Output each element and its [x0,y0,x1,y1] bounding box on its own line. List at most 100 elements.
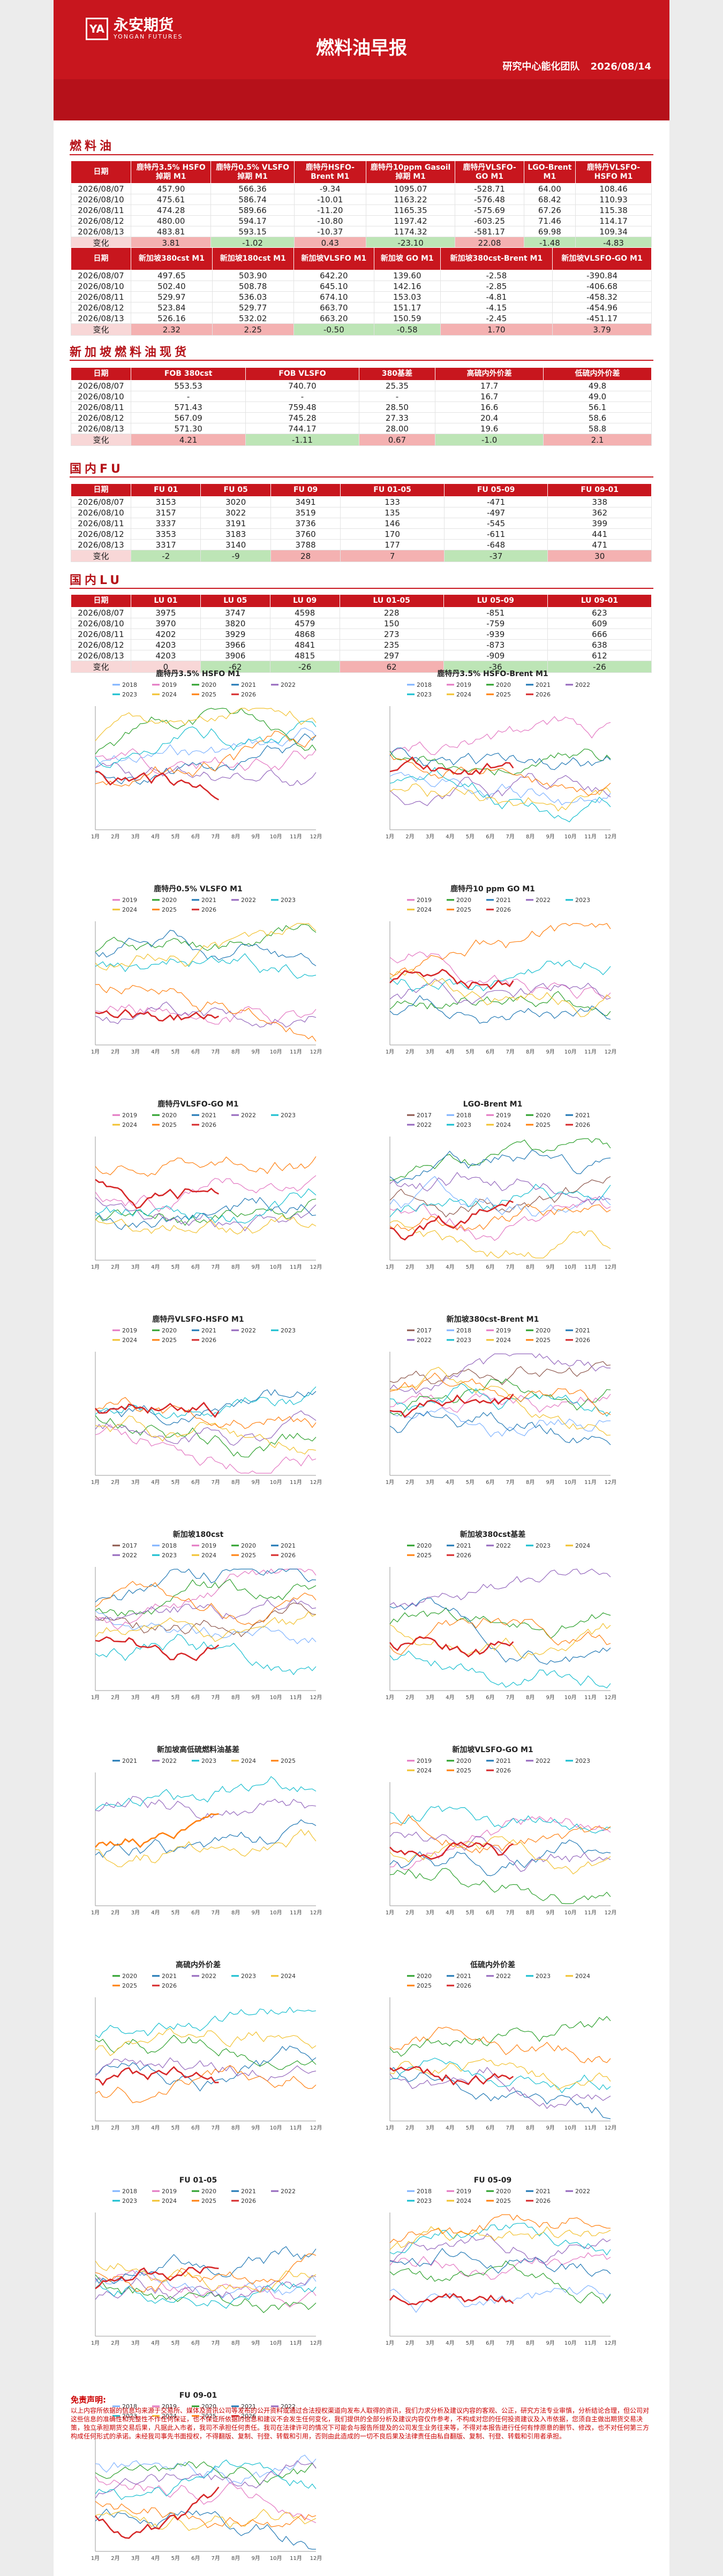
x-tick-label: 8月 [231,1694,240,1701]
x-tick-label: 9月 [546,2340,554,2346]
series-line [389,1203,611,1231]
seasonal-chart: 高硫内外价差 2020 2021 2022 2023 2024 2025 2026 1月 2月 3月… [75,1958,322,2137]
series-line [389,748,611,776]
legend-label: 2022 [241,897,256,904]
legend-label: 2021 [536,681,551,688]
table-cell: 2026/08/07 [71,496,131,507]
series-line [389,2214,611,2244]
x-tick-label: 7月 [212,1479,220,1486]
change-cell: 3.81 [130,237,212,249]
series-line [95,733,317,785]
series-line [389,1184,611,1217]
x-tick-label: 1月 [386,1264,394,1270]
seasonal-chart: 新加坡VLSFO-GO M1 2019 2020 2021 2022 2023 2024 20… [370,1742,617,1922]
series-line [95,2066,219,2086]
x-tick-label: 2月 [405,1049,414,1055]
x-tick-label: 4月 [151,1264,160,1270]
legend-label: 2019 [496,1327,511,1334]
series-line [95,1795,317,1820]
table-cell: 553.53 [130,380,246,391]
x-tick-label: 2月 [111,2125,119,2131]
table-cell: 4815 [269,650,340,661]
series-line [95,1579,317,1617]
legend-label: 2023 [281,1112,296,1119]
legend-label: 2022 [122,1552,137,1559]
series-line [95,2065,317,2103]
table-cell: 273 [339,628,444,640]
legend-label: 2022 [201,1973,216,1980]
column-header: 鹿特丹VLSFO-HSFO M1 [575,161,652,184]
legend-label: 2021 [241,681,256,688]
table-row: 2026/08/13 483.81 593.15 -10.37 1174.32 -581.… [71,226,652,237]
x-tick-label: 8月 [526,1910,534,1916]
table-cell: 529.97 [131,291,213,302]
x-tick-label: 12月 [310,2125,321,2131]
table-cell: 3929 [200,628,270,640]
series-line [389,2066,514,2086]
legend-label: 2020 [201,681,216,688]
table-cell: 571.30 [130,423,246,434]
table-cell: - [245,391,359,402]
table-cell: 135 [340,507,445,518]
seasonal-chart: 鹿特丹10 ppm GO M1 2019 2020 2021 2022 2023 2024 2… [370,882,617,1061]
series-line [389,2233,611,2264]
table-cell: 642.20 [293,270,375,281]
table-cell: -575.69 [455,204,524,216]
seasonal-chart: 鹿特丹VLSFO-HSFO M1 2019 2020 2021 2022 2023 2024… [75,1312,322,1491]
column-header: LU 05 [200,594,270,608]
legend-label: 2022 [281,2188,296,2195]
table-cell: 594.17 [210,215,295,226]
x-tick-label: 12月 [310,1479,321,1486]
series-line [389,747,611,770]
chart-title: 高硫内外价差 [176,1960,221,1969]
legend-label: 2020 [162,1327,177,1334]
series-line [95,1602,317,1638]
legend-label: 2019 [417,1757,432,1764]
table-cell: 115.38 [575,204,652,216]
divider [70,588,653,589]
series-line [95,762,317,786]
table-cell: -390.84 [552,270,652,281]
x-tick-label: 4月 [151,2555,160,2562]
table-header-row: 日期 新加坡380cst M1 新加坡180cst M1 新加坡VLSFO M1 新加坡… [71,247,652,270]
x-tick-label: 1月 [386,1479,394,1486]
chart-title: 鹿特丹VLSFO-GO M1 [157,1100,238,1109]
x-tick-label: 10月 [270,834,282,840]
x-tick-label: 7月 [212,2340,220,2346]
x-tick-label: 1月 [91,1479,100,1486]
legend-label: 2018 [456,1327,471,1334]
column-header: LU 01 [131,594,201,608]
x-tick-label: 3月 [131,2125,140,2131]
seasonal-chart: FU 09-01 2018 2019 2020 2021 2022 2023 2024 2025… [75,2388,322,2567]
series-line [389,951,611,999]
x-tick-label: 7月 [212,1694,220,1701]
table-cell: 150.59 [374,313,441,324]
x-tick-label: 11月 [290,1479,302,1486]
divider [70,476,653,478]
x-tick-label: 9月 [251,1479,260,1486]
table-cell: 503.90 [212,270,294,281]
x-tick-label: 7月 [212,834,220,840]
x-tick-label: 12月 [605,2340,616,2346]
x-tick-label: 10月 [270,2340,282,2346]
legend-label: 2026 [456,1552,471,1559]
x-tick-label: 4月 [446,2340,454,2346]
series-line [94,2487,220,2539]
table-cell: 2026/08/13 [71,313,131,324]
legend-label: 2024 [122,1122,137,1128]
series-line [95,953,317,979]
table-cell: 3191 [200,518,271,529]
change-cell: -62 [200,661,270,673]
x-tick-label: 8月 [526,2340,534,2346]
change-cell: 0 [131,661,201,673]
table-cell: -759 [443,618,548,629]
legend-label: 2025 [456,906,471,913]
x-tick-label: 1月 [386,834,394,840]
table-cell: -497 [443,507,548,518]
x-tick-label: 8月 [231,1264,240,1270]
table-cell: 2026/08/07 [71,270,131,281]
legend-label: 2023 [122,2198,137,2204]
legend-label: 2019 [417,897,432,904]
series-line [95,708,317,755]
legend-label: 2024 [281,1973,296,1980]
